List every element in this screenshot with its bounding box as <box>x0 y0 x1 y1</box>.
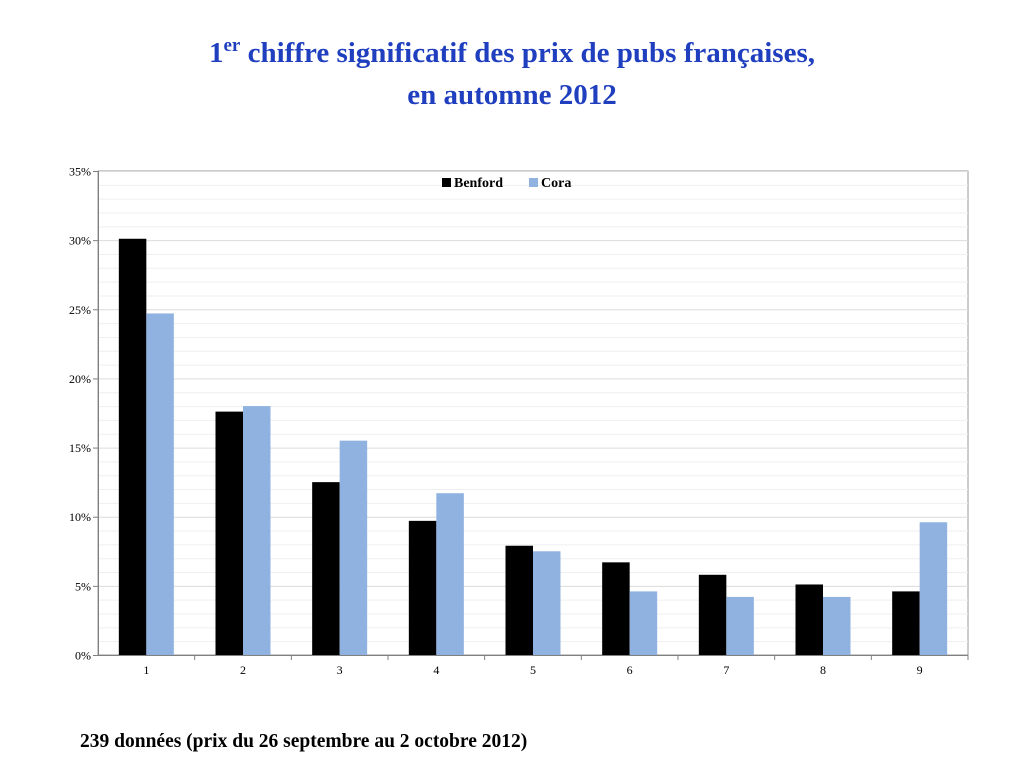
bar-cora <box>146 313 174 655</box>
bar-cora <box>533 551 561 655</box>
title-line-1-text: chiffre significatif des prix de pubs fr… <box>240 37 815 69</box>
x-tick-label: 4 <box>433 663 439 677</box>
bar-benford <box>602 562 630 655</box>
bar-benford <box>408 520 437 655</box>
y-tick-label: 10% <box>69 510 91 524</box>
bar-cora <box>436 493 464 655</box>
x-tick-label: 9 <box>917 663 923 677</box>
bar-benford <box>118 238 147 655</box>
title-line-2: en automne 2012 <box>407 79 617 111</box>
x-tick-label: 5 <box>530 663 536 677</box>
y-tick-label: 30% <box>69 234 91 248</box>
bar-cora <box>243 406 271 655</box>
title-line-1: 1er chiffre significatif des prix de pub… <box>0 32 1024 74</box>
legend-label: Benford <box>454 176 503 191</box>
y-tick-label: 15% <box>69 441 91 455</box>
y-tick-label: 25% <box>69 303 91 317</box>
bar-benford <box>795 584 823 655</box>
x-tick-label: 1 <box>143 663 149 677</box>
x-tick-label: 7 <box>723 663 729 677</box>
x-tick-label: 3 <box>337 663 343 677</box>
title-superscript: er <box>223 35 241 56</box>
legend-swatch <box>442 178 451 187</box>
title-number: 1 <box>209 37 224 69</box>
footnote: 239 données (prix du 26 septembre au 2 o… <box>80 731 528 752</box>
legend-label: Cora <box>541 176 571 191</box>
chart-title: 1er chiffre significatif des prix de pub… <box>0 32 1024 116</box>
bar-cora <box>339 440 368 655</box>
x-tick-label: 2 <box>240 663 246 677</box>
bar-benford <box>215 411 243 655</box>
bar-cora <box>919 522 948 655</box>
y-tick-label: 20% <box>69 372 91 386</box>
legend-swatch <box>529 178 538 187</box>
y-tick-label: 5% <box>75 579 91 593</box>
bar-cora <box>726 596 754 655</box>
bar-cora <box>629 591 658 655</box>
y-tick-label: 0% <box>75 649 91 663</box>
x-tick-label: 8 <box>820 663 826 677</box>
bar-benford <box>505 545 533 655</box>
bar-cora <box>823 596 851 655</box>
bar-benford <box>312 482 340 655</box>
x-tick-label: 6 <box>627 663 633 677</box>
bar-benford <box>698 574 727 655</box>
y-tick-label: 35% <box>69 165 91 179</box>
bar-benford <box>892 591 920 655</box>
